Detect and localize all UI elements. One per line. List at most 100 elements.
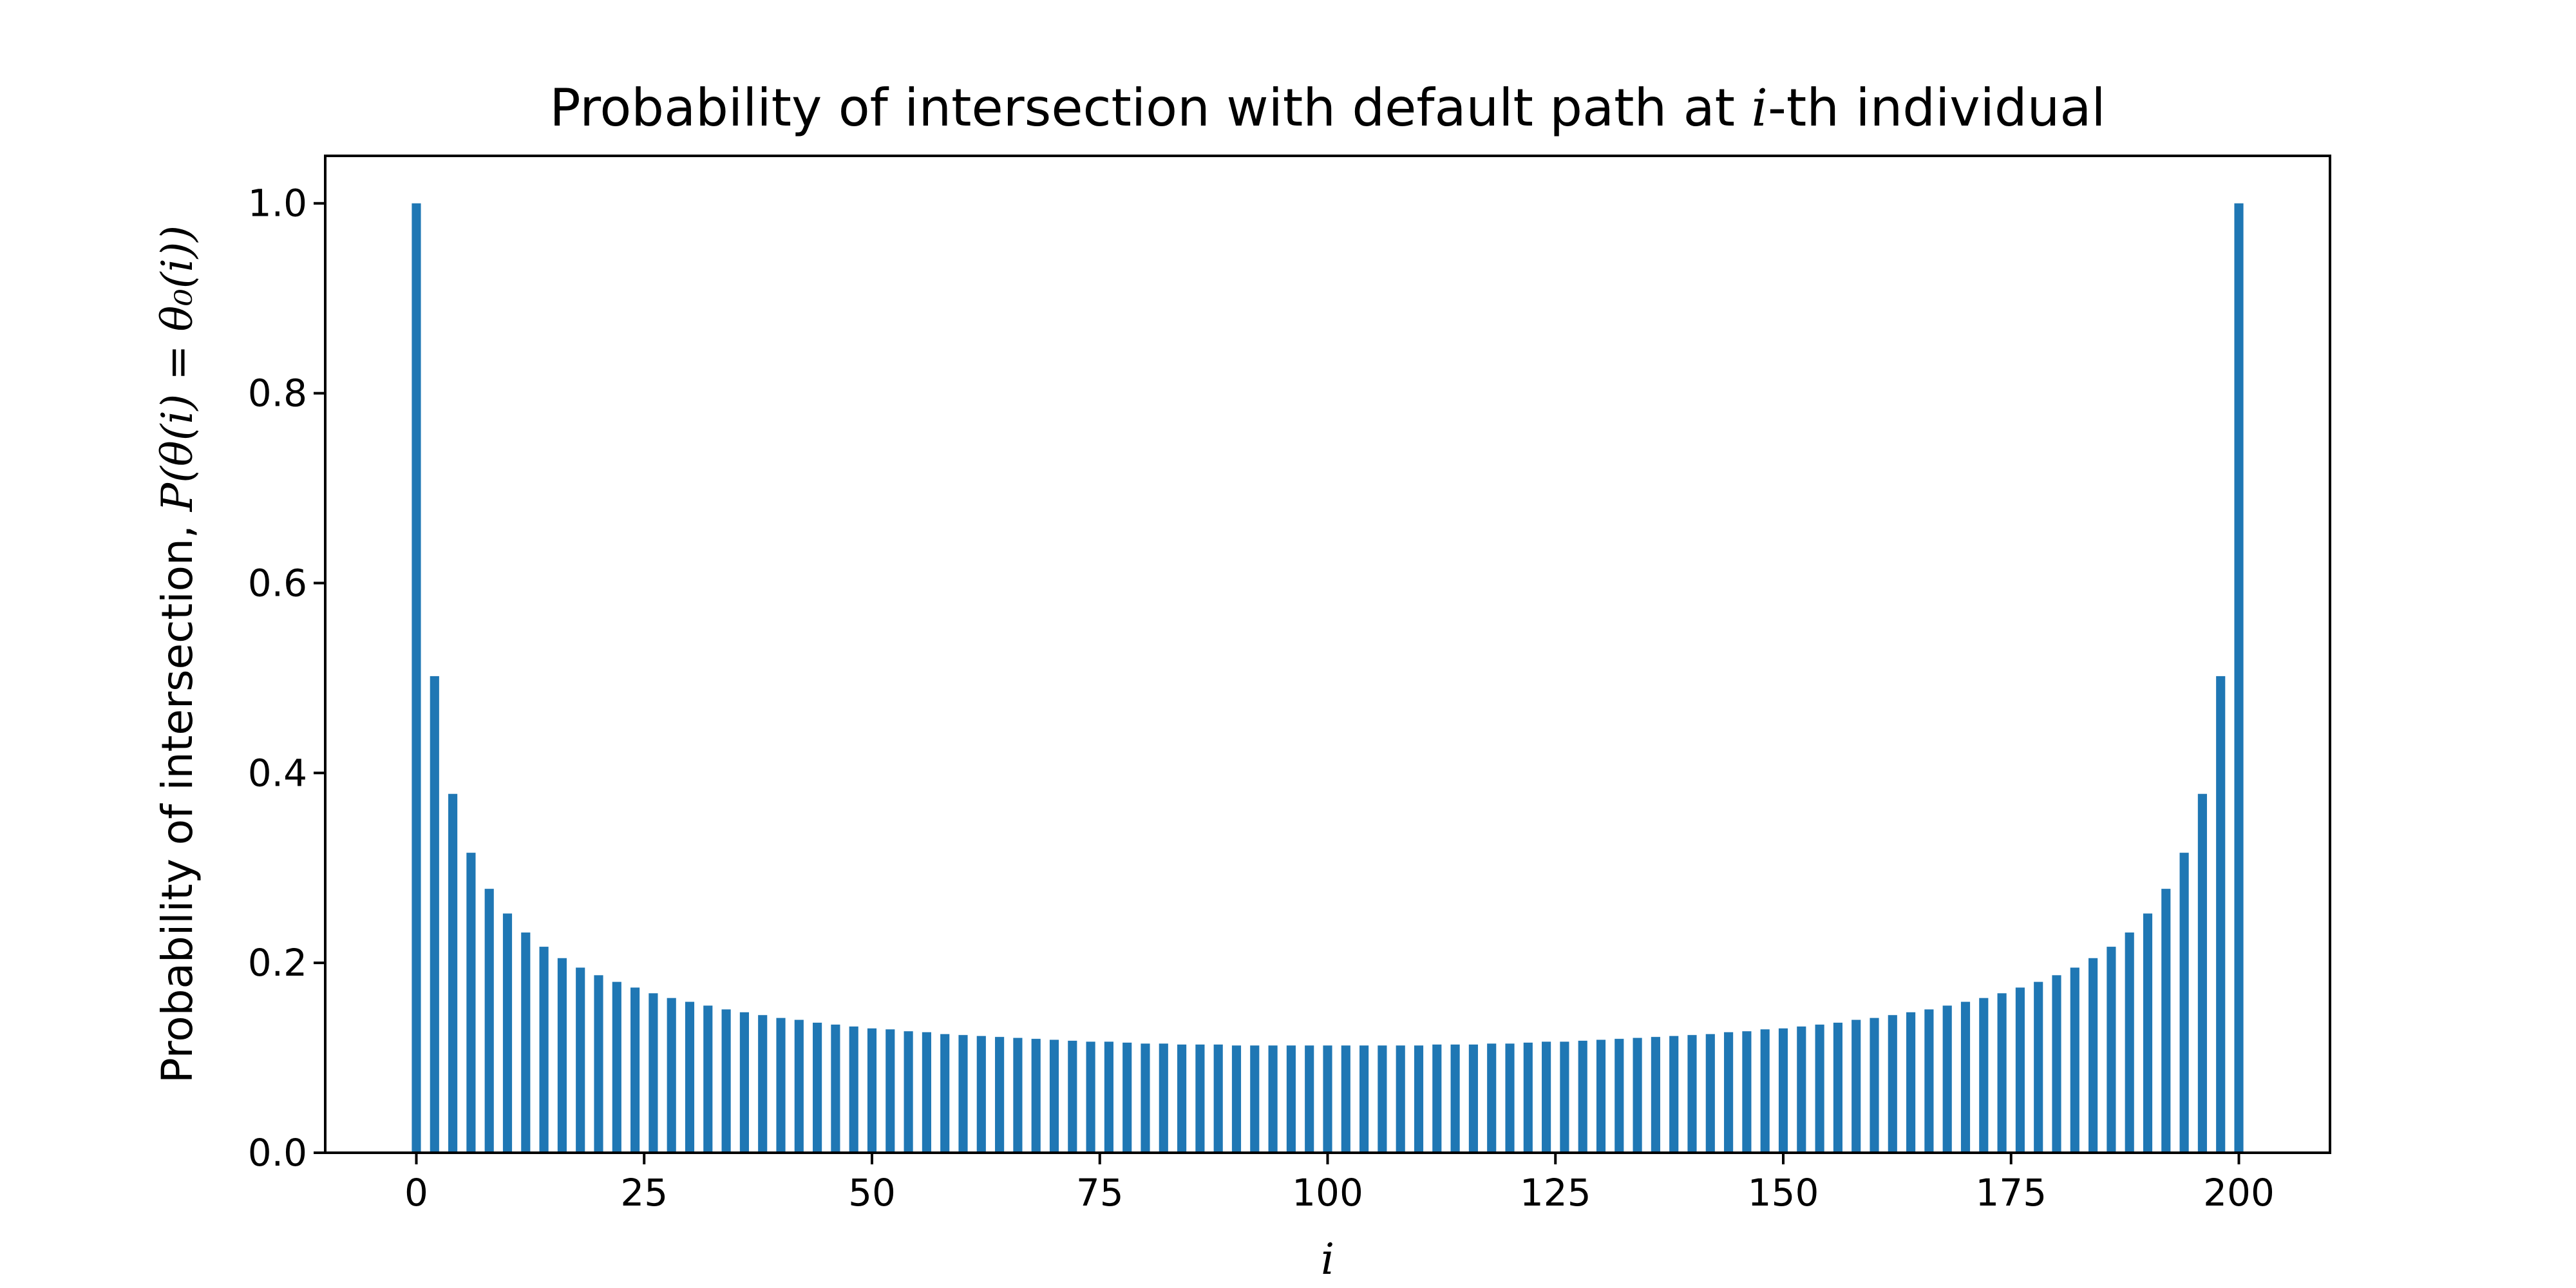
bar: [448, 793, 458, 1153]
bar: [576, 967, 585, 1153]
bar: [521, 932, 531, 1153]
bar: [2234, 203, 2244, 1153]
bar: [2088, 958, 2098, 1153]
bar: [867, 1028, 877, 1153]
bar: [1268, 1045, 1278, 1153]
bar: [630, 987, 640, 1153]
bar: [1450, 1044, 1460, 1153]
bar: [1323, 1045, 1332, 1153]
bar: [1250, 1045, 1260, 1153]
bar: [1669, 1036, 1679, 1153]
bar: [976, 1036, 986, 1153]
bar: [1760, 1029, 1770, 1153]
y-tick-label: 0.4: [248, 751, 307, 795]
x-axis-label: i: [1321, 1235, 1334, 1284]
y-axis-label: Probability of intersection, P(θ(i) = θ₀…: [153, 225, 202, 1083]
x-tick-label: 0: [404, 1171, 428, 1215]
bar: [849, 1026, 858, 1153]
x-tick-label: 100: [1292, 1171, 1363, 1215]
bar: [1651, 1037, 1660, 1153]
bar: [831, 1024, 840, 1153]
bar: [1852, 1019, 1861, 1153]
bars-group: [412, 203, 2244, 1153]
bar: [1086, 1041, 1095, 1153]
x-axis-ticks: 0 25 50 75 100 125 150 175 200: [404, 1153, 2275, 1215]
bar: [1687, 1035, 1697, 1153]
y-tick-label: 1.0: [248, 182, 307, 225]
chart-title-prefix: Probability of intersection with default…: [549, 78, 1751, 138]
bar: [412, 203, 421, 1153]
y-axis-label-text: Probability of intersection,: [153, 511, 202, 1083]
bar: [667, 998, 676, 1153]
bar: [1778, 1028, 1788, 1153]
bar: [886, 1029, 895, 1153]
bar: [721, 1009, 731, 1153]
bar: [484, 889, 494, 1153]
bar: [2179, 853, 2189, 1153]
bar: [1724, 1032, 1734, 1153]
bar: [758, 1015, 768, 1153]
y-tick-label: 0.2: [248, 941, 307, 985]
bar: [1141, 1043, 1150, 1153]
bar: [539, 947, 549, 1153]
bar: [1487, 1043, 1497, 1153]
bar: [1031, 1039, 1041, 1153]
bar: [1633, 1037, 1642, 1153]
bar: [2161, 889, 2171, 1153]
bar: [1414, 1045, 1424, 1153]
bar: [1013, 1037, 1023, 1153]
bar: [1177, 1044, 1187, 1153]
bar: [2034, 981, 2043, 1153]
bar: [612, 981, 621, 1153]
bar: [739, 1012, 749, 1153]
bar: [1560, 1041, 1569, 1153]
x-tick-label: 75: [1076, 1171, 1124, 1215]
bar: [776, 1018, 786, 1153]
bar: [594, 975, 603, 1153]
bar: [1615, 1039, 1624, 1153]
bar: [1468, 1044, 1478, 1153]
bar: [1341, 1045, 1350, 1153]
y-axis-label-math: P(θ(i) = θ₀(i)): [153, 225, 202, 512]
bar: [1833, 1023, 1842, 1153]
bar: [1049, 1039, 1059, 1153]
bar: [904, 1031, 913, 1153]
bar: [1195, 1044, 1205, 1153]
bar: [794, 1019, 804, 1153]
bar: [1159, 1043, 1168, 1153]
bar: [958, 1035, 968, 1153]
bar: [813, 1023, 822, 1153]
plot-area-frame: [324, 155, 2331, 1154]
x-tick-label: 50: [848, 1171, 896, 1215]
chart-title: Probability of intersection with default…: [549, 78, 2105, 138]
bar: [1705, 1034, 1715, 1153]
bar: [1378, 1045, 1387, 1153]
bar: [2052, 975, 2061, 1153]
bar: [1924, 1009, 1934, 1153]
bar: [1231, 1045, 1242, 1153]
bar: [1979, 998, 1989, 1153]
bar: [1104, 1041, 1113, 1153]
bar: [557, 958, 567, 1153]
bar: [1960, 1001, 1971, 1153]
bar: [1122, 1042, 1132, 1153]
bar: [1797, 1026, 1806, 1153]
bar: [1286, 1045, 1296, 1153]
bar: [1997, 993, 2007, 1153]
x-tick-label: 200: [2203, 1171, 2275, 1215]
bar: [1359, 1045, 1369, 1153]
bar: [1542, 1041, 1551, 1153]
bar: [2197, 793, 2207, 1153]
bar: [703, 1005, 713, 1153]
x-tick-label: 125: [1520, 1171, 1591, 1215]
bar: [940, 1034, 950, 1153]
bar: [466, 853, 476, 1153]
y-axis-ticks: 0.0 0.2 0.4 0.6 0.8 1.0: [248, 182, 325, 1175]
x-tick-label: 175: [1975, 1171, 2047, 1215]
chart-title-math: i: [1751, 78, 1768, 138]
x-tick-label: 150: [1748, 1171, 1819, 1215]
y-tick-label: 0.8: [248, 372, 307, 415]
bar: [1396, 1045, 1405, 1153]
bar: [649, 993, 658, 1153]
